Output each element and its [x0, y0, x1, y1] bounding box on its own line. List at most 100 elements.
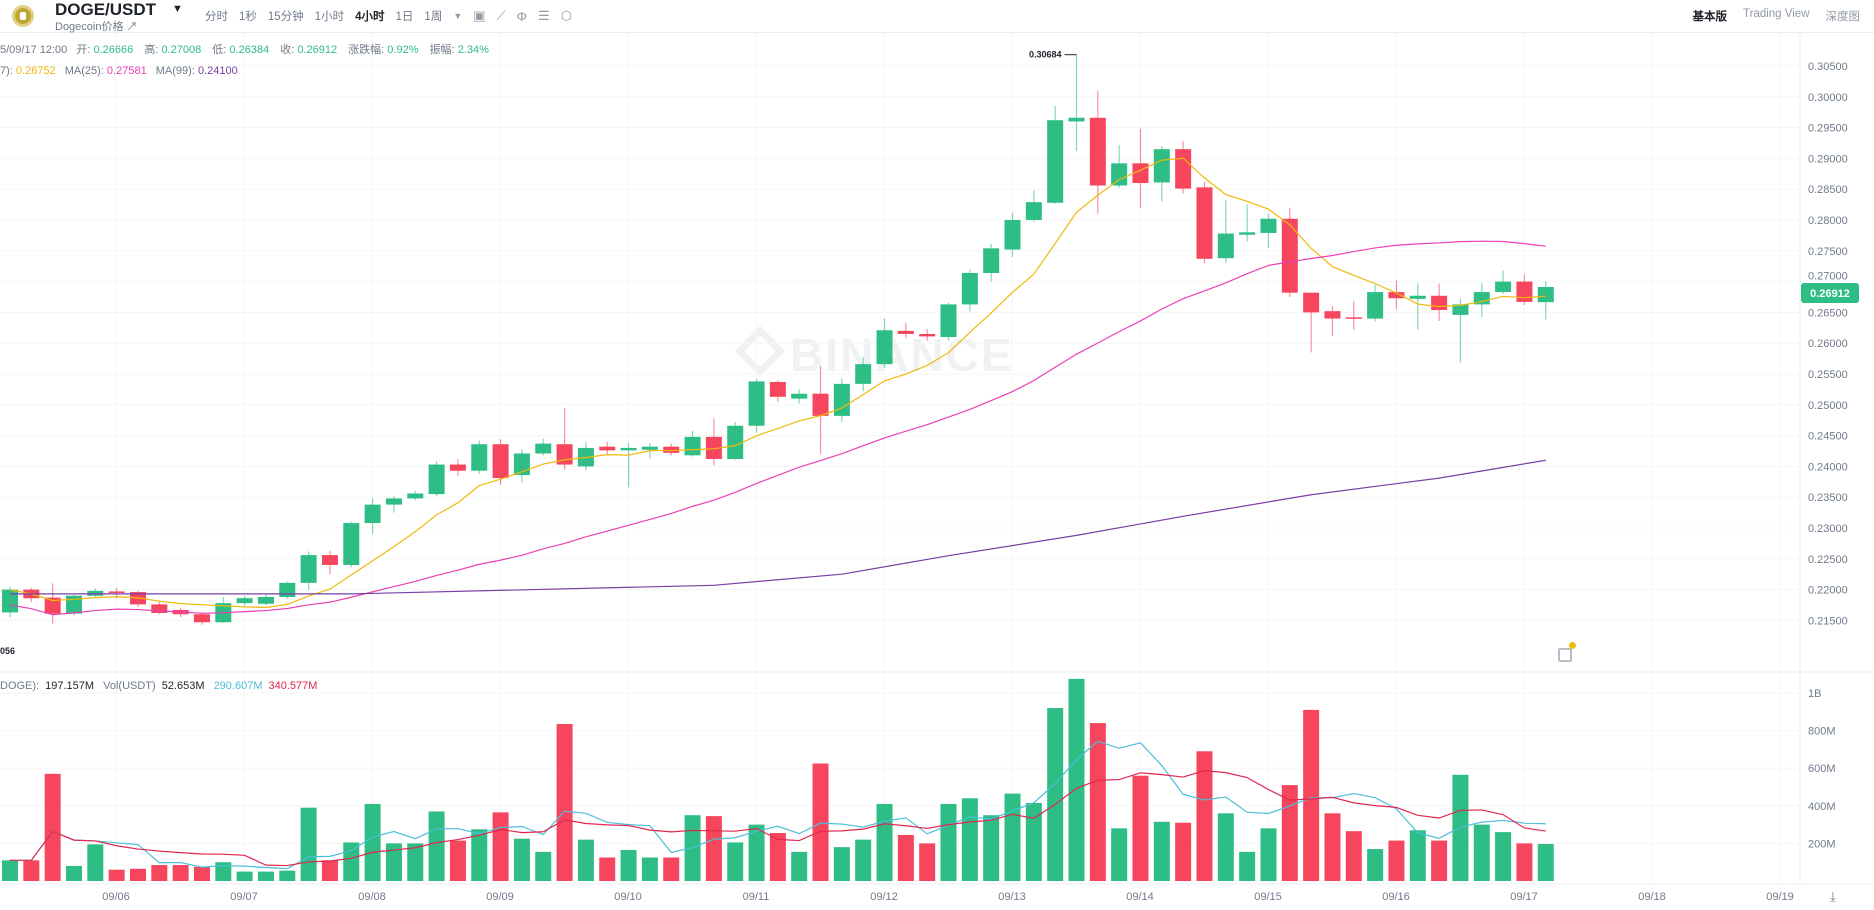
volume-bar	[1303, 709, 1320, 881]
candle	[961, 269, 978, 312]
more-intervals-icon[interactable]: ▼	[453, 11, 463, 21]
amplitude-value: 2.34%	[457, 44, 489, 56]
candle	[279, 581, 296, 599]
volume-info: DOGE): 197.157M Vol(USDT) 52.653M 290.607M…	[0, 680, 323, 692]
candle	[87, 588, 104, 598]
volume-bar	[300, 807, 317, 881]
candle	[1217, 200, 1234, 264]
candle-body	[535, 443, 552, 454]
pair-selector[interactable]: DOGE/USDT	[55, 0, 157, 19]
date-tick-label: 09/10	[614, 891, 642, 903]
volume-bar	[812, 763, 829, 881]
volume-bar	[791, 851, 808, 881]
volume-bar	[172, 865, 189, 881]
candle	[471, 440, 488, 474]
volume-bar	[1281, 785, 1298, 881]
candle	[428, 461, 445, 496]
candle	[897, 322, 914, 339]
change-value: 0.92%	[387, 44, 419, 56]
interval-15m[interactable]: 15分钟	[267, 11, 304, 23]
candle-body	[1303, 292, 1320, 313]
candle-body	[919, 333, 936, 337]
candle	[385, 495, 402, 513]
interval-4h[interactable]: 4小时	[355, 11, 385, 23]
candle	[919, 329, 936, 341]
coin-price-link[interactable]: Dogecoin价格 ↗	[55, 21, 138, 33]
candle	[44, 583, 61, 624]
candle-body	[65, 595, 82, 614]
volume-bar	[748, 824, 765, 881]
volume-bar	[1537, 843, 1554, 881]
binance-watermark: BINANCE	[790, 329, 1014, 381]
candle	[1175, 141, 1192, 194]
candle	[492, 439, 509, 485]
low-label: 低:	[212, 44, 227, 56]
vol-usdt-value: 52.653M	[161, 680, 205, 692]
volume-bar	[1516, 843, 1533, 881]
high-marker-label: 0.30684	[1029, 50, 1062, 60]
candle-body	[727, 425, 744, 460]
indicator-icon[interactable]: ⟋	[496, 8, 506, 23]
candle-body	[108, 591, 125, 593]
candle	[983, 244, 1000, 282]
interval-1h[interactable]: 1小时	[314, 11, 345, 23]
candle-body	[641, 446, 658, 450]
view-tradingview[interactable]: Trading View	[1743, 8, 1810, 20]
candle	[193, 612, 210, 625]
date-tick-label: 09/16	[1382, 891, 1410, 903]
caret-down-icon[interactable]: ▼	[172, 3, 183, 15]
volume-bar	[108, 869, 125, 881]
interval-1s[interactable]: 1秒	[239, 11, 257, 23]
interval-1w[interactable]: 1周	[424, 11, 443, 23]
candle-body	[2, 589, 18, 613]
candle-body	[1217, 233, 1234, 259]
volume-bar	[897, 834, 914, 881]
notification-dot	[1569, 642, 1576, 649]
candle	[791, 389, 808, 404]
candle	[599, 441, 616, 455]
price-tick-label: 0.25500	[1808, 369, 1848, 381]
volume-bar	[620, 849, 637, 881]
candle-body	[407, 493, 424, 499]
candle	[215, 596, 232, 623]
candle	[1345, 301, 1362, 330]
candle-body	[876, 330, 893, 365]
ma25-label: MA(25):	[64, 65, 104, 77]
candle-type-icon[interactable]: Φ	[516, 8, 528, 24]
volume-bar	[65, 865, 82, 881]
hexagon-settings-icon[interactable]: ⬡	[560, 8, 573, 23]
candle	[1281, 207, 1298, 297]
volume-bar	[833, 847, 850, 881]
view-basic[interactable]: 基本版	[1692, 11, 1728, 23]
high-value: 0.27008	[161, 44, 202, 56]
volume-bar	[855, 839, 872, 881]
scroll-to-end-icon[interactable]: ⤓	[1830, 889, 1836, 904]
candle-body	[684, 436, 701, 456]
candle-body	[1431, 295, 1448, 310]
candle	[1153, 146, 1170, 202]
candle-body	[236, 598, 253, 604]
volume-bar	[193, 866, 210, 881]
candle-body	[87, 590, 104, 596]
volume-bar	[257, 871, 274, 881]
candle	[1025, 190, 1042, 222]
candle-body	[151, 604, 168, 614]
interval-1d[interactable]: 1日	[395, 11, 414, 23]
date-tick-label: 09/17	[1510, 891, 1538, 903]
ma7-value: 0.26752	[15, 65, 56, 77]
candle	[535, 438, 552, 456]
candle	[1004, 212, 1021, 257]
view-depth[interactable]: 深度图	[1825, 11, 1861, 23]
calendar-icon[interactable]: ▣	[473, 8, 486, 23]
price-tick-label: 0.23500	[1808, 492, 1848, 504]
interval-time[interactable]: 分时	[205, 11, 228, 23]
date-tick-label: 09/15	[1254, 891, 1282, 903]
candle-body	[940, 304, 957, 338]
floating-widget-icon[interactable]	[1558, 648, 1572, 662]
volume-bar	[364, 803, 381, 881]
settings-list-icon[interactable]: ☰	[538, 8, 550, 23]
volume-bar	[1047, 708, 1064, 881]
volume-bar	[919, 843, 936, 881]
ohlc-info: 5/09/17 12:00 开: 0.26666 高: 0.27008 低: 0…	[0, 41, 497, 57]
